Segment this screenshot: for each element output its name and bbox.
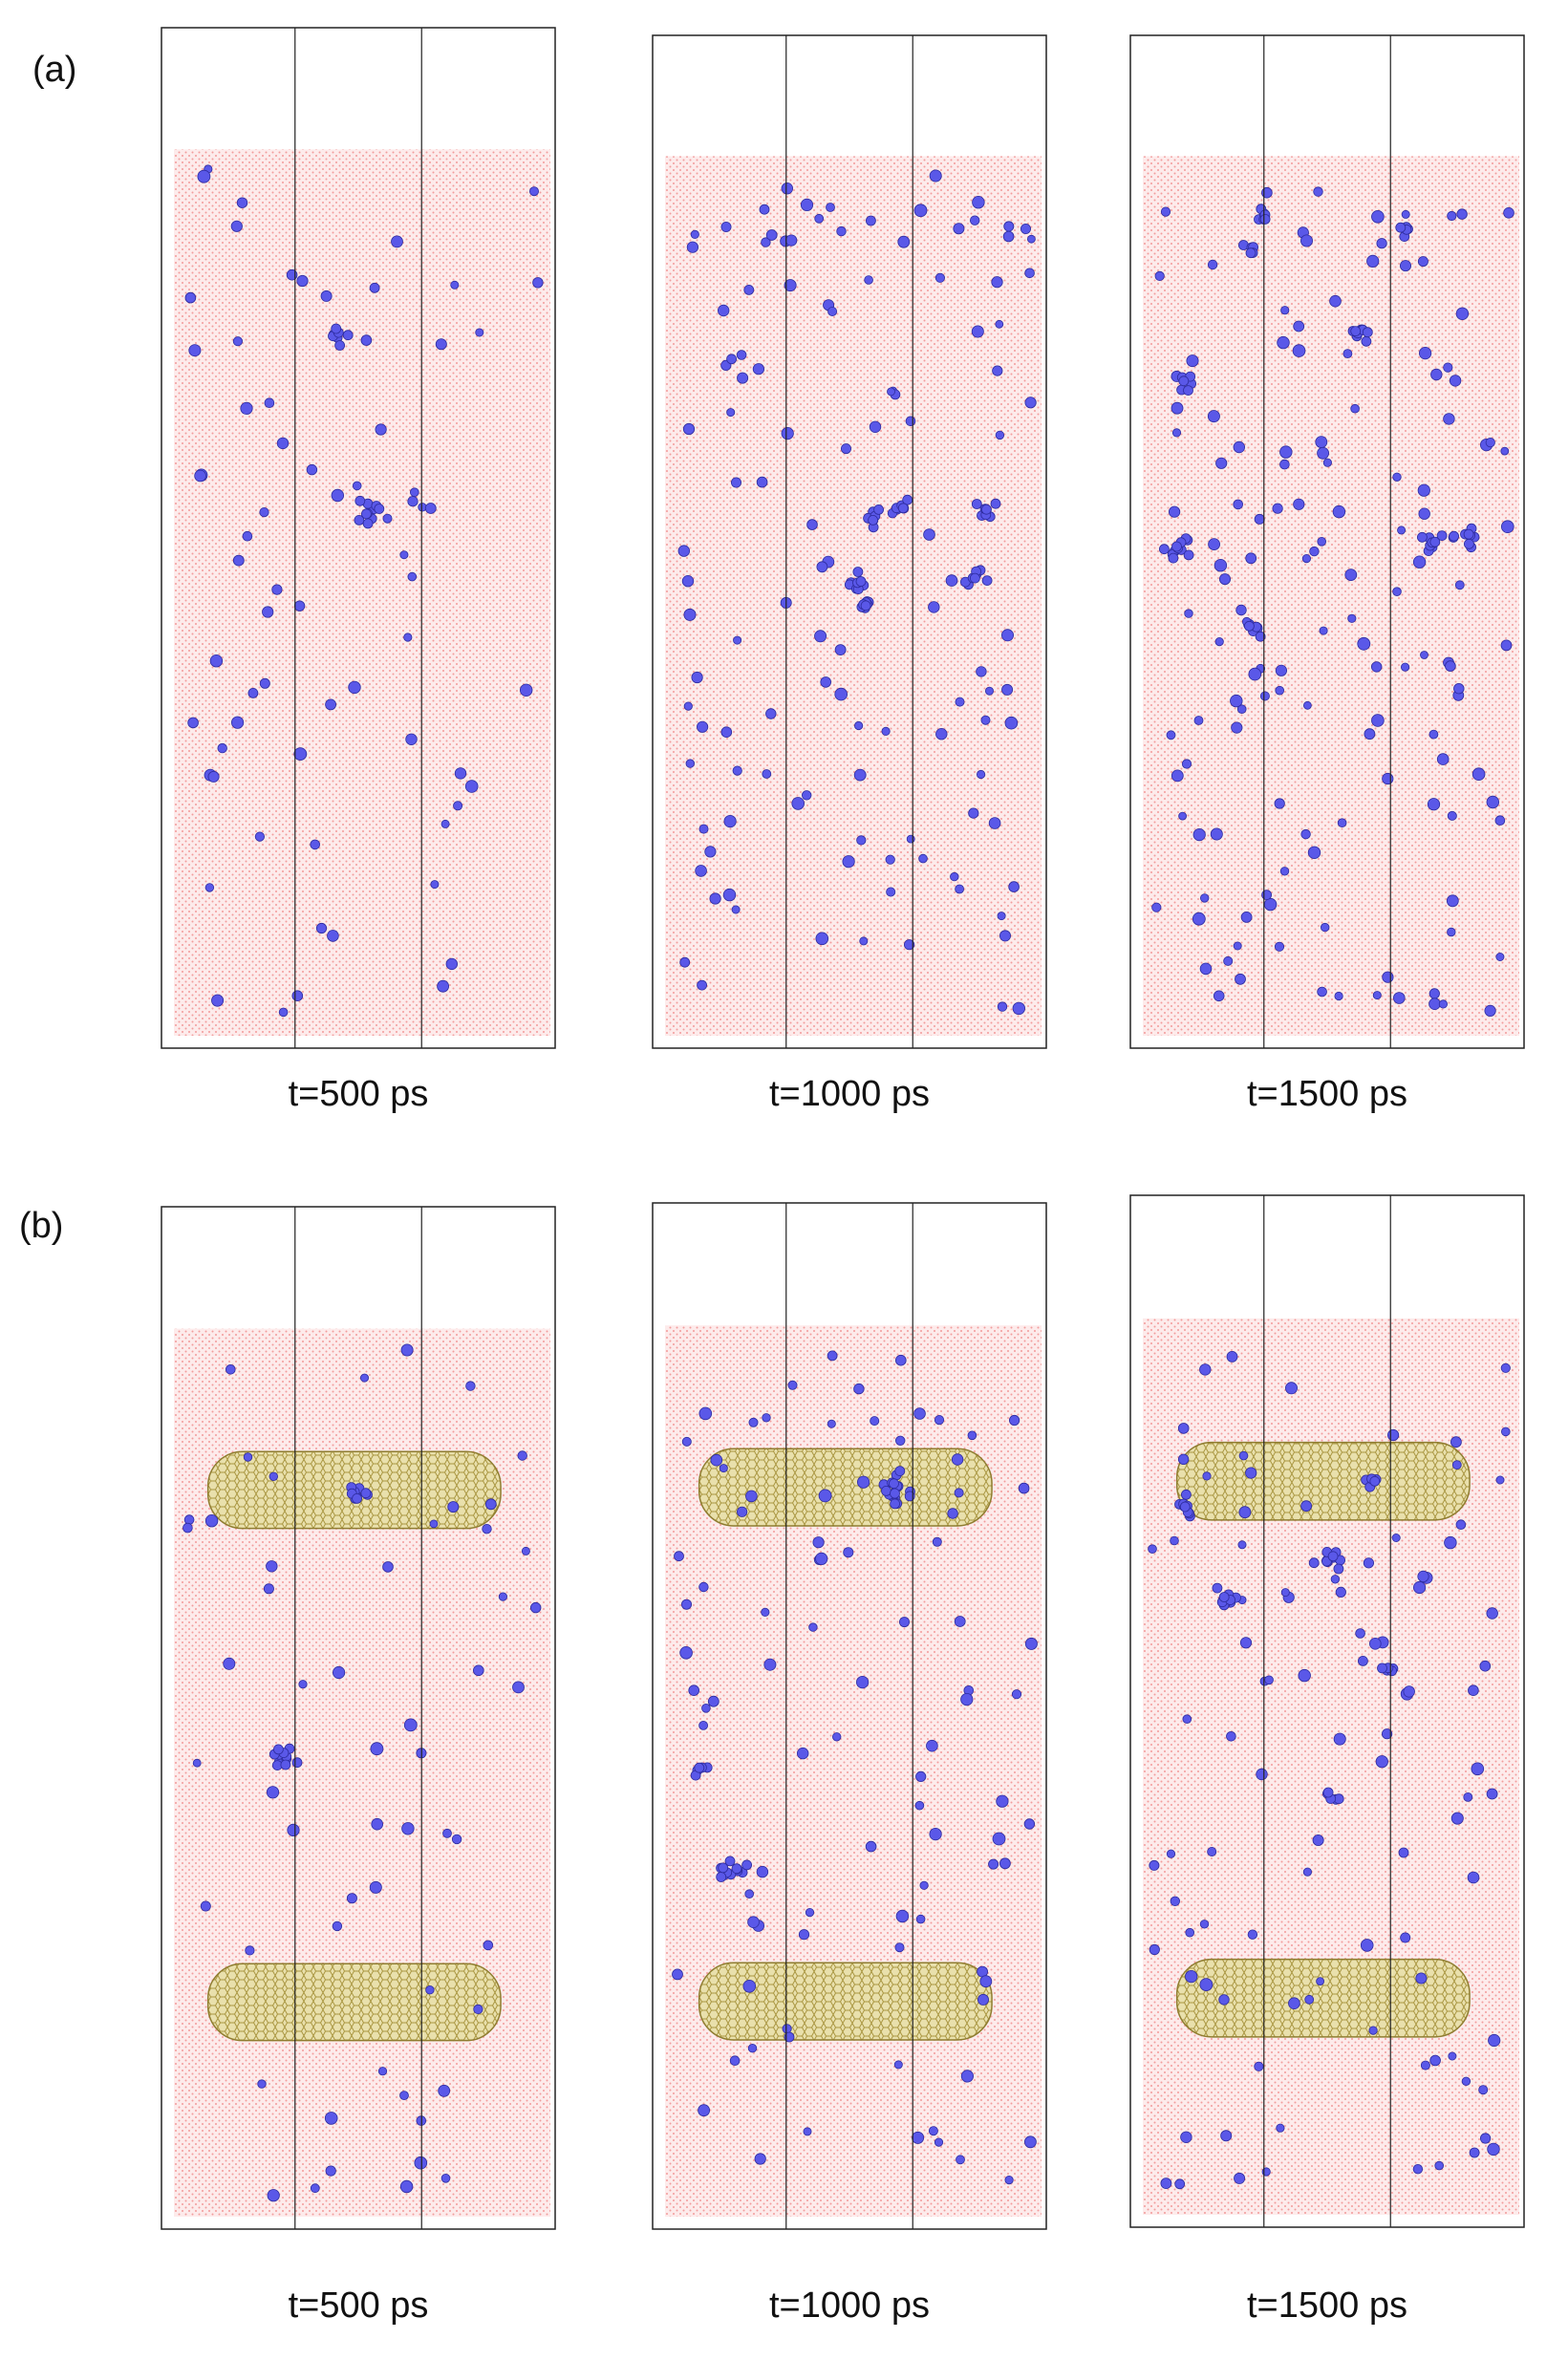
row-a-label: (a) bbox=[32, 50, 77, 90]
row-b-label: (b) bbox=[19, 1206, 64, 1246]
panel-b-500ps bbox=[161, 1206, 556, 2230]
panel-a-500ps bbox=[161, 27, 556, 1049]
caption-b-1500ps: t=1500 ps bbox=[1247, 2285, 1407, 2326]
panel-a-1500ps bbox=[1129, 34, 1525, 1049]
panel-b-1000ps bbox=[652, 1202, 1047, 2230]
caption-b-1000ps: t=1000 ps bbox=[769, 2285, 930, 2326]
caption-a-500ps: t=500 ps bbox=[288, 1074, 429, 1114]
caption-a-1500ps: t=1500 ps bbox=[1247, 1074, 1407, 1114]
panel-a-1000ps bbox=[652, 34, 1047, 1049]
caption-b-500ps: t=500 ps bbox=[288, 2285, 429, 2326]
panel-b-1500ps bbox=[1129, 1194, 1525, 2228]
caption-a-1000ps: t=1000 ps bbox=[769, 1074, 930, 1114]
